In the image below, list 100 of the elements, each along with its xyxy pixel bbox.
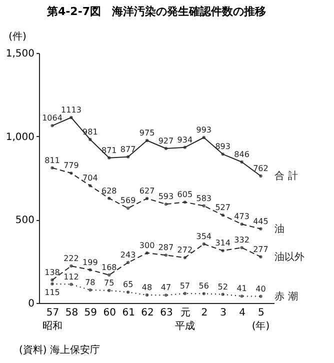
point <box>259 255 262 258</box>
point <box>240 246 244 250</box>
data-label: 846 <box>234 150 250 159</box>
x-tick-label: 5 <box>258 308 264 318</box>
point <box>202 136 206 140</box>
x-tick-label: 2 <box>201 308 208 318</box>
x-tick-label: 58 <box>65 308 78 318</box>
x-tick-label: 3 <box>220 308 227 318</box>
data-label: 704 <box>82 174 98 183</box>
point <box>164 254 168 257</box>
x-tick-label: 62 <box>141 308 154 318</box>
point <box>259 174 262 178</box>
point <box>240 160 244 164</box>
data-label: 47 <box>160 283 172 292</box>
x-tick-label: 63 <box>160 308 173 318</box>
point <box>202 242 206 246</box>
series-label: 油以外 <box>274 250 305 263</box>
point <box>202 204 206 208</box>
point <box>145 293 149 297</box>
data-label: 57 <box>180 282 190 290</box>
data-label: 527 <box>215 203 230 212</box>
data-label: 1113 <box>61 106 82 114</box>
point <box>183 146 187 149</box>
data-label: 893 <box>215 142 230 152</box>
data-label: 314 <box>215 238 230 248</box>
point <box>240 294 244 298</box>
point <box>108 288 111 292</box>
text: 平成 <box>174 320 195 332</box>
point <box>70 172 73 175</box>
point <box>259 227 262 230</box>
point <box>164 294 168 297</box>
point <box>50 278 54 282</box>
data-label: 779 <box>64 161 79 170</box>
point <box>221 214 224 217</box>
text: 昭和 <box>42 320 62 332</box>
data-label: 583 <box>196 194 212 203</box>
point <box>145 138 149 142</box>
point <box>145 251 149 255</box>
data-label: 1064 <box>42 114 62 123</box>
data-label: 628 <box>101 186 117 196</box>
data-label: 877 <box>120 144 136 154</box>
data-label: 569 <box>120 196 136 206</box>
point <box>126 260 130 264</box>
data-label: 811 <box>44 156 60 165</box>
point <box>259 294 262 298</box>
x-tick-label: 59 <box>84 308 98 318</box>
data-label: 40 <box>256 284 266 294</box>
data-label: 981 <box>82 128 98 136</box>
point <box>50 166 54 170</box>
data-label: 975 <box>139 128 155 138</box>
series-label: 合 計 <box>274 170 298 182</box>
data-label: 277 <box>253 244 268 254</box>
point <box>50 124 54 128</box>
data-label: 168 <box>101 263 117 272</box>
point <box>88 288 92 292</box>
data-label: 927 <box>158 136 174 146</box>
data-label: 934 <box>177 135 193 144</box>
point <box>108 156 111 160</box>
data-label: 287 <box>158 243 174 252</box>
point <box>126 155 130 158</box>
data-label: 354 <box>196 232 212 241</box>
data-label: 56 <box>198 282 209 291</box>
point <box>183 200 187 204</box>
data-label: 199 <box>82 258 98 267</box>
data-label: 222 <box>64 254 79 263</box>
data-label: 115 <box>44 288 60 297</box>
data-label: 65 <box>122 280 134 290</box>
point <box>164 202 168 206</box>
point <box>183 256 187 260</box>
x-tick-label: 57 <box>46 308 60 318</box>
point <box>88 184 92 188</box>
point <box>108 196 111 200</box>
text: (年) <box>252 320 270 332</box>
x-tick-label: 60 <box>103 308 116 318</box>
point <box>126 206 130 210</box>
data-label: 593 <box>158 192 174 202</box>
y-tick-label: 1,000 <box>6 132 34 143</box>
y-tick-label: 0 <box>28 298 34 310</box>
data-label: 48 <box>142 283 152 292</box>
point <box>50 282 54 286</box>
data-label: 762 <box>253 164 268 173</box>
series-label: 赤 潮 <box>274 290 298 302</box>
data-label: 871 <box>101 146 117 155</box>
point <box>202 292 206 296</box>
chart-title: 第4-2-7図 海洋汚染の発生確認件数の推移 <box>46 5 266 18</box>
data-label: 332 <box>234 236 250 245</box>
x-tick-label: 61 <box>122 308 135 318</box>
data-label: 473 <box>234 212 250 222</box>
point <box>88 268 92 272</box>
data-label: 243 <box>120 250 136 260</box>
point <box>221 292 224 296</box>
y-tick-label: 500 <box>15 215 34 226</box>
data-label: 41 <box>236 284 247 294</box>
data-label: 627 <box>139 186 155 196</box>
series-label: 油 <box>274 222 285 235</box>
data-label: 445 <box>253 216 268 226</box>
data-label: 138 <box>44 268 60 277</box>
point <box>221 152 224 156</box>
data-label: 300 <box>139 241 155 250</box>
data-label: 78 <box>85 278 96 287</box>
